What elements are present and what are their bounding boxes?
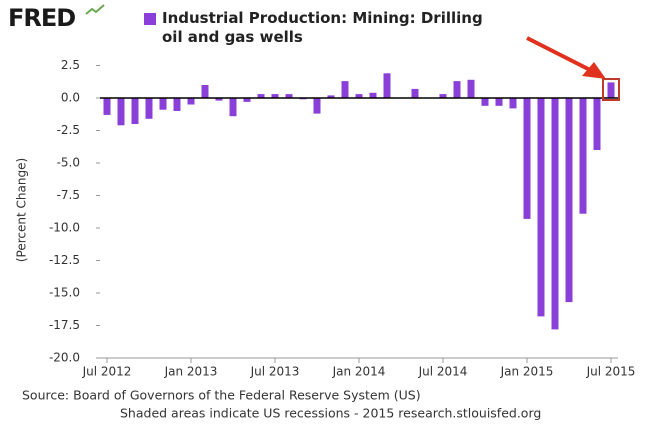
bar <box>285 94 293 98</box>
bar <box>327 95 335 98</box>
bar <box>131 98 139 124</box>
bar <box>103 98 111 115</box>
x-tick-label: Jan 2013 <box>164 365 218 379</box>
legend-label: Industrial Production: Mining: Drilling … <box>162 9 483 46</box>
x-tick-label: Jul 2015 <box>586 365 636 379</box>
y-tick-label: -5.0 <box>57 156 80 170</box>
bar <box>523 98 531 219</box>
bar <box>341 81 349 98</box>
bar <box>271 94 279 98</box>
y-tick-label: -2.5 <box>57 123 80 137</box>
source: Source: Board of Governors of the Federa… <box>22 388 421 403</box>
bar <box>509 98 517 109</box>
bar <box>453 81 461 98</box>
annotation-arrowhead <box>582 62 606 79</box>
bar <box>411 88 419 98</box>
fred-logo: FRED <box>8 4 76 32</box>
bar <box>229 98 237 117</box>
bar <box>467 79 475 98</box>
y-tick-label: -12.5 <box>49 253 80 267</box>
bar <box>481 98 489 106</box>
bar <box>355 94 363 98</box>
y-axis-label: (Percent Change) <box>15 158 29 262</box>
x-tick-label: Jul 2014 <box>418 365 468 379</box>
y-tick-label: 0.0 <box>61 91 80 105</box>
bar <box>551 98 559 330</box>
annotation-box <box>602 78 620 101</box>
bar <box>439 94 447 98</box>
bar <box>187 98 195 105</box>
annotation-arrow <box>526 36 599 76</box>
bar <box>201 85 209 98</box>
bar <box>257 94 265 98</box>
bar <box>159 98 167 110</box>
bar <box>215 98 223 101</box>
y-tick-label: -10.0 <box>49 221 80 235</box>
bar <box>593 98 601 150</box>
note: Shaded areas indicate US recessions - 20… <box>120 406 541 421</box>
bar <box>313 98 321 114</box>
bar <box>579 98 587 214</box>
x-tick-label: Jul 2012 <box>82 365 132 379</box>
y-tick-label: -15.0 <box>49 286 80 300</box>
y-tick-label: -7.5 <box>57 188 80 202</box>
y-tick-label: -20.0 <box>49 351 80 365</box>
x-tick-label: Jan 2014 <box>332 365 386 379</box>
legend-swatch <box>144 13 156 25</box>
y-tick-label: 2.5 <box>61 58 80 72</box>
x-tick-label: Jan 2015 <box>500 365 554 379</box>
bar <box>607 82 615 98</box>
plot: 2.5 0.0 -2.5 -5.0 -7.5 -10.0 -12.5 -15.0 -17.5 -2… <box>49 58 635 379</box>
bar <box>173 98 181 111</box>
bar <box>495 98 503 106</box>
logo-icon <box>85 4 105 15</box>
bar <box>369 92 377 98</box>
x-tick-label: Jul 2013 <box>250 365 300 379</box>
bar <box>243 98 251 102</box>
bar <box>383 73 391 98</box>
bar <box>145 98 153 119</box>
bar <box>565 98 573 303</box>
bar <box>117 98 125 126</box>
y-tick-label: -17.5 <box>49 318 80 332</box>
bar <box>537 98 545 317</box>
